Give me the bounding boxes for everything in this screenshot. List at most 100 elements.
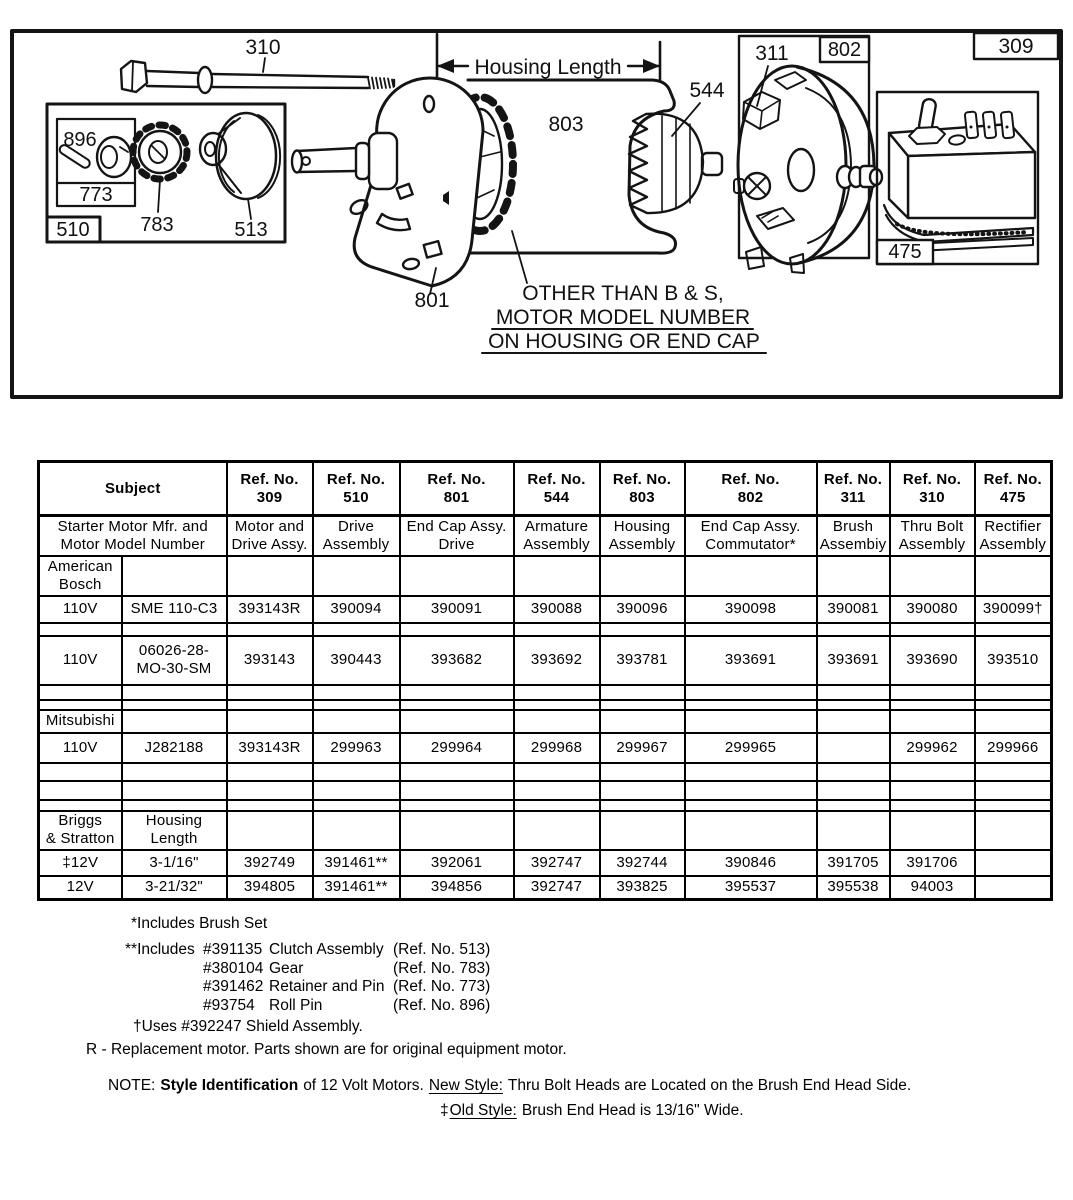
model-cell — [120, 683, 228, 701]
model-cell — [120, 621, 228, 637]
part-number-cell: 392747 — [512, 848, 601, 877]
toggle-switch-drawing — [908, 97, 946, 145]
armature-drawing — [627, 102, 724, 215]
part-number-cell: 390098 — [683, 594, 818, 624]
model-cell: 3-21/32" — [120, 874, 228, 901]
footnote-includes-block: **Includes #391135 Clutch Assembly (Ref.… — [125, 941, 490, 1015]
part-number-cell — [598, 708, 686, 734]
part-number-cell — [888, 554, 976, 597]
part-number-cell — [683, 809, 818, 851]
part-number-cell — [815, 698, 891, 711]
part-number-cell — [598, 621, 686, 637]
col-header-ref: Ref. No. 510 — [311, 460, 401, 517]
table-row: 110V 06026-28- MO-30-SM 393143 390443 393682… — [37, 634, 1053, 686]
subject-cell: Mitsubishi — [37, 708, 123, 734]
part-number-cell: 392744 — [598, 848, 686, 877]
col-header-name: Rectifier Assembly — [973, 514, 1053, 557]
part-number-cell — [512, 779, 601, 801]
part-number-cell — [815, 731, 891, 764]
footnote-shield-assembly: †Uses #392247 Shield Assembly. — [133, 1018, 363, 1035]
part-number-cell — [973, 621, 1053, 637]
part-number-cell — [598, 554, 686, 597]
part-number-cell — [225, 683, 314, 701]
parts-reference-table: Subject Ref. No. 309 Ref. No. 510 Ref. N… — [37, 460, 1054, 901]
part-number-cell: 390088 — [512, 594, 601, 624]
subject-cell: 110V — [37, 594, 123, 624]
part-number-cell: 390081 — [815, 594, 891, 624]
col-header-ref: Ref. No. 803 — [598, 460, 686, 517]
part-number-cell — [398, 554, 515, 597]
footnote-item: #391462 Retainer and Pin (Ref. No. 773) — [125, 978, 490, 997]
part-number-cell: 299968 — [512, 731, 601, 764]
old-style-dagger: ‡ — [440, 1102, 449, 1119]
label-513: 513 — [234, 219, 267, 241]
footnote-item: **Includes #391135 Clutch Assembly (Ref.… — [125, 941, 490, 960]
part-number-cell: 391705 — [815, 848, 891, 877]
drive-kit-inset — [45, 102, 287, 244]
footnote-replacement: R - Replacement motor. Parts shown are f… — [86, 1041, 567, 1058]
part-number-cell — [888, 779, 976, 801]
part-number-cell — [225, 809, 314, 851]
label-housing-length: Housing Length — [474, 56, 621, 79]
spade-terminals-drawing — [963, 110, 1016, 140]
footnote-prefix — [125, 978, 203, 997]
part-number-cell — [973, 809, 1053, 851]
label-510: 510 — [56, 219, 89, 241]
part-number-cell — [311, 698, 401, 711]
part-number-cell — [815, 621, 891, 637]
part-number-cell: 299967 — [598, 731, 686, 764]
table-row — [37, 798, 1053, 812]
table-row — [37, 683, 1053, 701]
part-number-cell: 299966 — [973, 731, 1053, 764]
header-row-refs: Subject Ref. No. 309 Ref. No. 510 Ref. N… — [37, 460, 1053, 517]
part-number-cell — [888, 809, 976, 851]
footnote-part-desc: Clutch Assembly — [269, 941, 384, 958]
table-row: Mitsubishi — [37, 708, 1053, 734]
table-row — [37, 621, 1053, 637]
part-number-cell — [815, 761, 891, 782]
part-number-cell — [598, 698, 686, 711]
model-cell: SME 110-C3 — [120, 594, 228, 624]
part-number-cell — [398, 698, 515, 711]
col-header-ref: Ref. No. 475 — [973, 460, 1053, 517]
box-309 — [972, 31, 1060, 61]
table-header: Subject Ref. No. 309 Ref. No. 510 Ref. N… — [37, 460, 1053, 557]
part-number-cell — [398, 761, 515, 782]
part-number-cell — [598, 809, 686, 851]
col-header-ref: Ref. No. 309 — [225, 460, 314, 517]
part-number-cell: 299965 — [683, 731, 818, 764]
part-number-cell — [512, 798, 601, 812]
subject-cell — [37, 621, 123, 637]
part-number-cell: 390443 — [311, 634, 401, 686]
part-number-cell: 390099† — [973, 594, 1053, 624]
part-number-cell — [311, 621, 401, 637]
part-number-cell — [512, 554, 601, 597]
mfr-header: Starter Motor Mfr. and Motor Model Numbe… — [37, 514, 228, 557]
part-number-cell — [973, 798, 1053, 812]
end-cap-commutator-drawing — [733, 34, 884, 274]
part-number-cell: 395538 — [815, 874, 891, 901]
part-number-cell — [683, 798, 818, 812]
leader-other-than — [511, 230, 528, 284]
note-bold-text: Style Identification — [160, 1077, 299, 1094]
table-row — [37, 779, 1053, 801]
table-row: 110V SME 110-C3 393143R 390094 390091 390088 3… — [37, 594, 1053, 624]
note-style-identification: NOTE: Style Identification of 12 Volt Moto… — [108, 1077, 916, 1095]
footnote-prefix: **Includes — [125, 941, 195, 958]
col-header-ref: Ref. No. 311 — [815, 460, 891, 517]
footnote-ref-no: (Ref. No. 773) — [393, 978, 491, 996]
subject-cell — [37, 779, 123, 801]
col-header-name: Brush Assembiy — [815, 514, 891, 557]
note-prefix: NOTE: — [108, 1077, 156, 1094]
model-cell — [120, 798, 228, 812]
col-header-name: Drive Assembly — [311, 514, 401, 557]
part-number-cell — [311, 798, 401, 812]
part-number-cell: 299962 — [888, 731, 976, 764]
subject-cell: 12V — [37, 874, 123, 901]
part-number-cell: 390091 — [398, 594, 515, 624]
part-number-cell — [815, 798, 891, 812]
part-number-cell — [398, 809, 515, 851]
footnote-item: #380104 Gear (Ref. No. 783) — [125, 960, 490, 979]
subject-cell — [37, 683, 123, 701]
part-number-cell — [598, 761, 686, 782]
